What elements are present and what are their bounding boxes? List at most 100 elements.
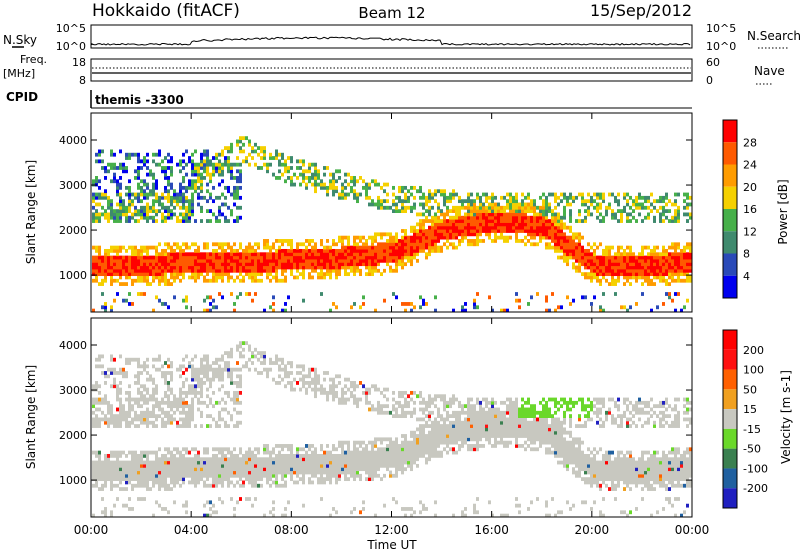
power-cell [332, 182, 335, 187]
power-cell [137, 195, 140, 200]
power-cell [287, 255, 290, 260]
power-cell [563, 232, 566, 237]
power-cell [560, 255, 563, 260]
velocity-cell [155, 470, 158, 475]
power-cell [359, 262, 362, 267]
power-cell [647, 252, 650, 257]
power-cell [503, 195, 506, 200]
power-cell [119, 192, 122, 197]
power-cell [227, 146, 230, 150]
velocity-cell [122, 450, 125, 455]
velocity-cell [200, 400, 203, 405]
power-cell [539, 232, 542, 237]
power-cell [242, 136, 245, 141]
power-cell [230, 169, 233, 174]
power-cell [221, 258, 224, 263]
power-cell [374, 308, 377, 313]
power-cell [686, 255, 689, 260]
power-cell [470, 202, 473, 207]
power-cell [185, 162, 188, 167]
power-cell [230, 252, 233, 257]
power-cell [347, 255, 350, 260]
velocity-cell [113, 417, 116, 422]
power-cell [254, 258, 257, 263]
power-cell [596, 205, 599, 210]
velocity-cell [170, 364, 173, 369]
power-cell [365, 248, 368, 253]
velocity-cell [335, 394, 338, 399]
velocity-cell [119, 450, 122, 455]
velocity-cell [365, 397, 368, 402]
power-cell [605, 245, 608, 250]
velocity-cell [224, 467, 227, 472]
power-cell [380, 242, 383, 247]
power-cell [182, 252, 185, 257]
power-cell [188, 245, 191, 250]
power-cell [425, 229, 428, 233]
power-cell [656, 258, 659, 263]
power-cell [419, 189, 422, 194]
power-cell [251, 255, 254, 260]
power-cell [587, 252, 590, 257]
power-cell [116, 248, 119, 253]
power-cell [653, 248, 656, 253]
velocity-cell [374, 440, 377, 445]
power-cell [395, 235, 398, 240]
power-cell [146, 262, 149, 267]
power-cell [116, 272, 119, 277]
velocity-cell [206, 447, 209, 452]
power-cell [503, 229, 506, 233]
power-cell [551, 239, 554, 243]
power-cell [617, 202, 620, 207]
power-cell [599, 212, 602, 217]
power-cell [122, 166, 125, 170]
power-cell [455, 215, 458, 220]
velocity-cell [164, 453, 167, 458]
velocity-cell [332, 397, 335, 402]
power-cell [353, 248, 356, 253]
velocity-cell [224, 470, 227, 475]
velocity-cell [350, 470, 353, 475]
power-cell [200, 182, 203, 187]
velocity-cell [173, 397, 176, 402]
velocity-cell [179, 457, 182, 462]
power-cell [182, 202, 185, 207]
power-cell [128, 275, 131, 280]
power-cell [257, 152, 260, 157]
power-cell [653, 255, 656, 260]
velocity-cell [191, 357, 194, 362]
power-cell [644, 215, 647, 220]
velocity-cell [131, 457, 134, 462]
power-cell [638, 202, 641, 207]
velocity-cell [119, 400, 122, 405]
power-cell [671, 268, 674, 273]
power-cell [602, 262, 605, 267]
power-cell [530, 205, 533, 210]
power-cell [674, 219, 677, 223]
power-cell [227, 159, 230, 164]
velocity-cell [194, 467, 197, 472]
power-cell [413, 305, 416, 310]
velocity-cell [188, 410, 191, 415]
power-cell [662, 212, 665, 217]
power-cell [275, 156, 278, 160]
velocity-cell [152, 414, 155, 418]
power-cell [473, 232, 476, 237]
power-cell [584, 272, 587, 277]
velocity-cell [323, 467, 326, 472]
power-cell [545, 242, 548, 247]
power-cell [689, 262, 692, 267]
power-cell [296, 275, 299, 280]
velocity-cell [242, 463, 245, 468]
power-cell [644, 245, 647, 250]
power-cell [488, 235, 491, 240]
power-cell [479, 205, 482, 210]
power-cell [134, 219, 137, 223]
velocity-cell [119, 467, 122, 472]
velocity-cell [356, 397, 359, 402]
power-cell [377, 195, 380, 200]
power-cell [479, 239, 482, 243]
power-cell [122, 199, 125, 204]
velocity-cell [215, 483, 218, 488]
power-cell [251, 268, 254, 273]
